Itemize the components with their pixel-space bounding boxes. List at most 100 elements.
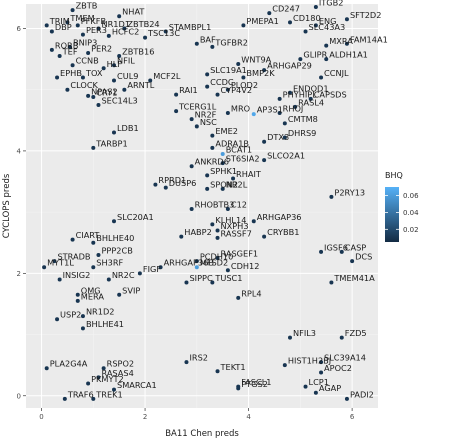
data-label: TRIM xyxy=(49,16,70,26)
data-label: PER3 xyxy=(86,25,107,35)
data-point xyxy=(68,44,72,49)
data-label: KLHL14 xyxy=(215,215,246,225)
data-point xyxy=(137,271,142,276)
data-point xyxy=(313,23,318,28)
data-point xyxy=(49,47,54,52)
data-point xyxy=(210,145,215,150)
data-label: CAPSDS xyxy=(314,89,347,99)
data-point xyxy=(319,370,324,375)
data-point xyxy=(174,109,179,114)
data-point xyxy=(215,369,220,374)
data-label: MCF2L xyxy=(153,71,181,81)
data-point xyxy=(215,228,220,233)
data-point xyxy=(344,17,349,22)
data-label: OMG xyxy=(81,285,101,295)
data-label: BMP2K xyxy=(246,68,275,78)
data-point xyxy=(308,96,313,101)
data-point xyxy=(86,93,91,98)
data-label: SIPPC xyxy=(189,273,212,283)
data-label: CRY1 xyxy=(96,88,117,98)
data-point xyxy=(91,396,96,401)
data-label: NR2C xyxy=(112,270,135,280)
data-label: CUL9 xyxy=(117,71,138,81)
data-point xyxy=(70,8,75,13)
data-label: P2RY13 xyxy=(334,187,365,197)
data-label: RORB xyxy=(55,40,79,50)
data-point xyxy=(215,235,220,240)
legend-tick-label: 0.04 xyxy=(403,209,419,217)
data-label: NSC xyxy=(200,117,217,127)
data-label: SH3RF xyxy=(96,258,123,268)
data-label: PPP2CB xyxy=(101,245,133,255)
data-label: APOC2 xyxy=(324,363,352,373)
data-label: TEF xyxy=(62,47,78,57)
data-label: NR1D1 xyxy=(101,19,130,29)
data-point xyxy=(112,219,116,224)
data-point xyxy=(215,92,220,97)
data-point xyxy=(49,29,54,34)
data-point xyxy=(298,57,303,62)
data-label: MFSD2 xyxy=(200,258,228,268)
data-point xyxy=(210,44,215,49)
data-point xyxy=(179,234,184,239)
data-label: TOX xyxy=(85,68,103,78)
data-label: BNIP3 xyxy=(73,37,97,47)
data-label: MERA xyxy=(81,291,105,301)
data-point xyxy=(174,92,179,97)
data-point xyxy=(189,207,194,212)
data-point xyxy=(112,130,116,135)
data-label: NFIL xyxy=(117,56,135,66)
data-point xyxy=(96,103,101,107)
data-label: IGSF6 xyxy=(324,242,348,252)
data-point xyxy=(96,252,101,257)
data-point xyxy=(225,87,230,92)
data-label: AP3S1 xyxy=(257,105,283,115)
data-label: USP2 xyxy=(60,310,81,320)
data-point xyxy=(62,396,67,401)
y-axis-title: CYCLOPS preds xyxy=(2,173,12,238)
data-point xyxy=(344,396,349,401)
data-label: RHOBTB3 xyxy=(195,200,235,210)
data-label: CLOCK xyxy=(70,80,98,90)
x-tick-label: 0 xyxy=(39,413,43,421)
data-label: FASCL1 xyxy=(241,377,271,387)
data-label: NR2L xyxy=(226,179,248,189)
data-point xyxy=(91,145,96,150)
data-label: PLOD2 xyxy=(231,80,258,90)
x-axis-ticks: 0 2 4 6 xyxy=(39,408,355,421)
data-point xyxy=(236,295,241,300)
data-point xyxy=(91,95,96,100)
data-point xyxy=(91,265,96,270)
data-point xyxy=(324,57,329,62)
data-point xyxy=(80,32,85,37)
data-point xyxy=(267,11,272,16)
data-point xyxy=(262,139,267,144)
x-tick-label: 2 xyxy=(143,413,147,421)
data-point xyxy=(184,360,189,365)
data-label: RHOJ xyxy=(283,103,304,113)
data-point xyxy=(303,29,308,34)
legend-ticks: 0.02 0.04 0.06 xyxy=(385,192,419,234)
data-label: RAI1 xyxy=(179,85,198,95)
data-point xyxy=(303,384,308,389)
data-point xyxy=(163,29,168,34)
data-point xyxy=(75,23,80,28)
data-point xyxy=(225,268,230,273)
data-point xyxy=(112,63,116,68)
data-label: BCAT1 xyxy=(226,144,252,154)
data-label: MYT1L xyxy=(47,258,74,268)
data-point xyxy=(288,90,292,95)
data-label: FIGF xyxy=(143,264,161,274)
data-label: WNT9A xyxy=(241,54,271,64)
data-point xyxy=(112,78,116,83)
data-label: NR1D2 xyxy=(86,307,115,317)
data-point xyxy=(236,386,241,391)
data-label: MRO xyxy=(231,103,250,113)
data-label: ENDOD1 xyxy=(293,83,329,93)
data-point xyxy=(220,151,225,156)
data-point xyxy=(189,117,194,122)
data-label: CRYBB1 xyxy=(267,227,299,237)
data-label: ANKRD6 xyxy=(195,157,229,167)
data-label: NFIL3 xyxy=(293,328,316,338)
data-label: PMEPA1 xyxy=(246,16,278,26)
